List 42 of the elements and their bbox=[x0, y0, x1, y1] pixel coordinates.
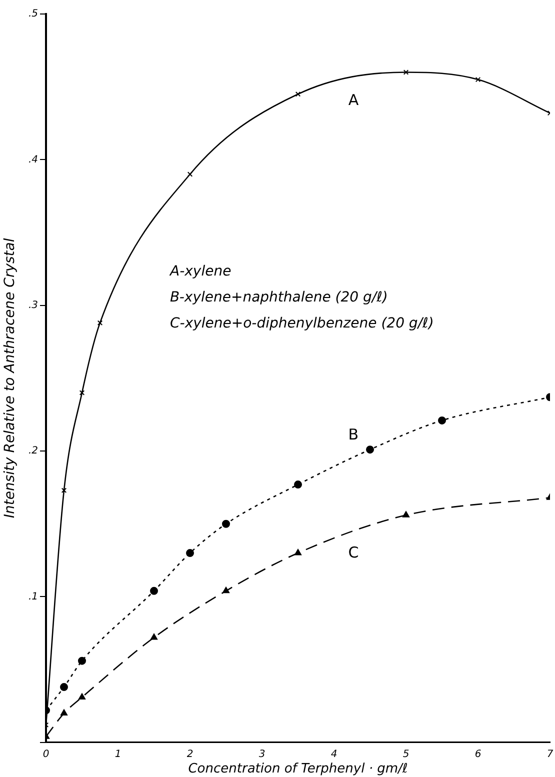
point bbox=[222, 520, 230, 528]
x-tick-label: 6 bbox=[474, 748, 482, 760]
x-tick-label: 2 bbox=[186, 748, 194, 760]
y-tick-label: .1 bbox=[28, 591, 38, 602]
point bbox=[438, 416, 446, 424]
series-label: A bbox=[348, 90, 360, 109]
y-tick-label: .4 bbox=[28, 154, 38, 166]
annotation: A-xylene bbox=[169, 264, 232, 280]
point bbox=[150, 586, 158, 595]
point bbox=[222, 586, 230, 594]
point bbox=[475, 76, 481, 82]
point bbox=[402, 511, 410, 518]
point bbox=[294, 480, 302, 489]
x-tick-label: 0 bbox=[42, 748, 50, 760]
x-tick-label: 1 bbox=[114, 748, 122, 760]
point bbox=[403, 70, 409, 75]
point bbox=[186, 549, 194, 558]
x-tick-label: 7 bbox=[546, 748, 554, 760]
point bbox=[78, 656, 86, 665]
point bbox=[79, 390, 85, 396]
x-tick-label: 4 bbox=[330, 748, 338, 760]
y-axis-title: Intensity Relative to Anthracene Crystal bbox=[2, 238, 18, 518]
annotation: C-xylene+o-diphenylbenzene (20 g/ℓ) bbox=[170, 316, 434, 332]
y-tick-label: .2 bbox=[28, 446, 38, 457]
series-label: C bbox=[348, 543, 359, 562]
point bbox=[78, 693, 86, 700]
x-tick-label: 5 bbox=[402, 748, 410, 760]
annotation: B-xylene+naphthalene (20 g/ℓ) bbox=[170, 290, 388, 306]
series-label: B bbox=[348, 426, 359, 444]
point bbox=[294, 549, 302, 556]
x-tick-label: 3 bbox=[258, 748, 266, 760]
point bbox=[187, 172, 193, 177]
x-axis-title: Concentration of Terphenyl · gm/ℓ bbox=[188, 762, 408, 777]
y-tick-label: .5 bbox=[28, 8, 38, 20]
point bbox=[97, 320, 103, 326]
point bbox=[150, 634, 158, 640]
point bbox=[366, 446, 374, 454]
point bbox=[60, 683, 68, 692]
y-tick-label: .3 bbox=[28, 300, 38, 311]
point bbox=[61, 488, 67, 493]
point bbox=[60, 709, 68, 716]
point bbox=[295, 92, 301, 97]
